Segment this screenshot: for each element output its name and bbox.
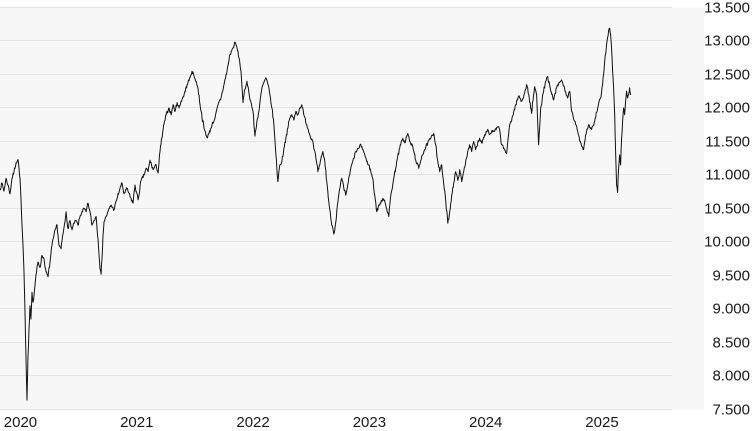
y-tick-label: 8.000 — [712, 367, 750, 385]
x-tick-label: 2022 — [236, 414, 270, 431]
x-tick-label: 2020 — [3, 414, 38, 431]
y-tick-label: 12.000 — [704, 99, 750, 117]
y-tick-label: 12.500 — [704, 66, 750, 83]
y-tick-label: 9.000 — [712, 300, 750, 318]
x-tick-label: 2024 — [468, 414, 503, 431]
y-tick-label: 11.000 — [705, 166, 750, 184]
gridlines — [0, 7, 672, 410]
y-tick-label: 11.500 — [705, 133, 750, 150]
y-tick-label: 8.500 — [712, 334, 750, 351]
price-line — [0, 27, 632, 401]
x-tick-label: 2025 — [585, 414, 619, 431]
y-tick-label: 13.000 — [704, 32, 750, 50]
x-tick-label: 2021 — [120, 414, 154, 431]
y-tick-label: 10.500 — [704, 200, 750, 217]
y-tick-label: 10.000 — [704, 233, 750, 251]
y-tick-label: 9.500 — [712, 267, 750, 284]
x-tick-label: 2023 — [352, 414, 387, 431]
y-tick-label: 13.500 — [704, 0, 750, 16]
y-tick-label: 7.500 — [712, 401, 750, 418]
